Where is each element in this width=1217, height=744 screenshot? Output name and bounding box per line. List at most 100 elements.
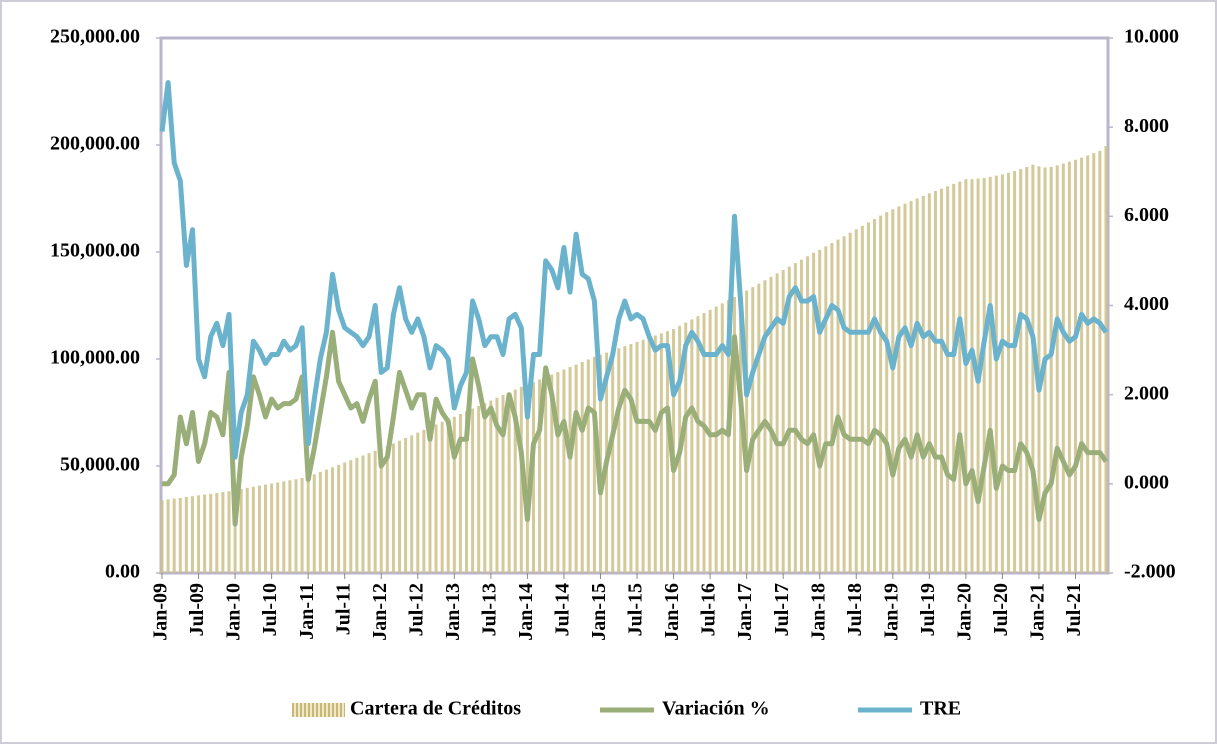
x-tick-label: Jan-16 [661,583,683,641]
bar [580,361,584,573]
bar [233,489,237,573]
y-tick-label: 250,000.00 [50,26,140,48]
y-tick-label: 0.00 [105,561,140,583]
bar [842,236,846,573]
bar [257,485,261,573]
bar [860,225,864,573]
bar [1025,167,1029,574]
bar [477,405,481,573]
bar [562,369,566,573]
x-tick-label: Jan-18 [807,583,829,641]
bar [665,331,669,573]
bar [909,201,913,573]
bar [513,389,517,573]
bar [897,206,901,573]
bar [915,198,919,573]
bar [452,416,456,573]
y-tick-label: 150,000.00 [50,240,140,262]
bar [641,339,645,573]
x-tick-label: Jan-13 [442,583,464,641]
bar [739,293,743,573]
bar [245,487,249,573]
bar [940,188,944,573]
bar [264,484,268,573]
bar [1092,153,1096,573]
bar [367,453,371,573]
bar [933,191,937,573]
bar [391,443,395,573]
bar [428,427,432,573]
bar [1000,174,1004,573]
bar [696,316,700,573]
x-tick-label: Jul-15 [625,583,647,636]
bar [306,476,310,573]
x-tick-label: Jul-19 [917,583,939,636]
x-tick-label: Jul-09 [186,583,208,636]
bar [251,486,255,573]
x-tick-label: Jan-14 [515,583,537,641]
bar [227,491,231,573]
bar [885,212,889,574]
bar [775,273,779,573]
bar [617,348,621,573]
bar [763,280,767,573]
x-tick-label: Jul-13 [478,583,500,636]
bar [592,356,596,573]
bar [215,492,219,573]
bar [294,479,298,573]
bar [903,203,907,574]
y2-tick-label: 4.000 [1124,293,1169,315]
bar [404,437,408,573]
bar [209,493,213,573]
bar [1055,165,1059,573]
bar [1074,159,1078,574]
bar [848,232,852,574]
bar [702,312,706,573]
x-tick-label: Jul-11 [332,583,354,635]
bar [824,246,828,573]
bar [239,488,243,573]
y-tick-label: 200,000.00 [50,133,140,155]
bar [623,346,627,573]
bar [1007,172,1011,573]
bar [343,462,347,573]
bar [714,306,718,573]
bar [312,474,316,573]
bar [471,408,475,573]
bar [690,319,694,573]
bar [659,333,663,573]
y-tick-label: 50,000.00 [60,454,140,476]
bar [1049,166,1053,573]
bar [550,374,554,573]
x-tick-label: Jul-16 [698,583,720,636]
bar [1061,163,1065,574]
legend-label: Cartera de Créditos [350,698,521,720]
x-tick-label: Jul-14 [552,583,574,636]
bar [544,377,548,573]
bar [830,243,834,573]
bar [556,372,560,573]
bar [531,382,535,573]
bar [732,296,736,573]
bar [988,176,992,574]
bar [854,229,858,574]
bar [946,186,950,573]
bar [982,177,986,573]
bar [331,467,335,573]
x-tick-label: Jan-21 [1027,583,1049,641]
bar [495,397,499,573]
bar [416,432,420,573]
bar [373,450,377,573]
bar [318,471,322,573]
x-tick-label: Jul-18 [844,583,866,636]
bar [379,448,383,573]
bar [160,500,164,573]
bar [172,498,176,573]
bar [507,392,511,573]
bar [568,366,572,573]
x-tick-label: Jul-12 [405,583,427,636]
x-tick-label: Jan-10 [223,583,245,641]
bar [489,400,493,573]
bar [349,460,353,573]
bar [197,495,201,573]
